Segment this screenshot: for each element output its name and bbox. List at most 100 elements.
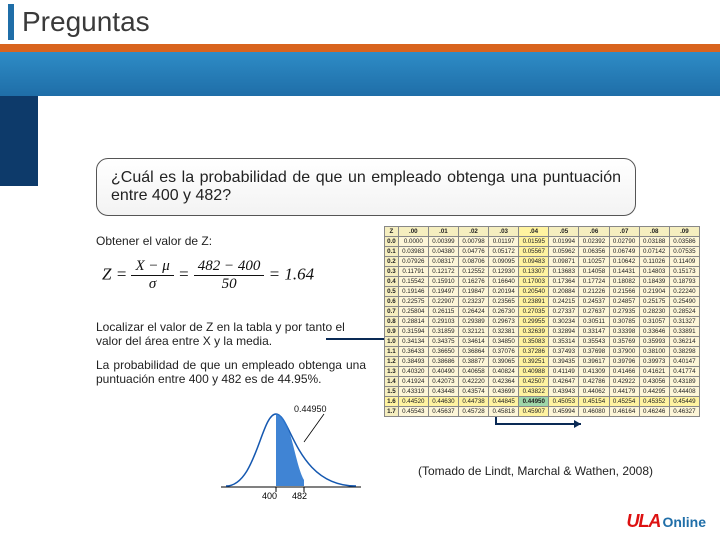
ztable-cell: 0.07535 <box>669 247 699 257</box>
ztable-cell: 0.44630 <box>428 397 458 407</box>
ztable-cell: 0.28814 <box>398 317 428 327</box>
ztable-col-header: .02 <box>458 227 488 237</box>
ztable-cell: 0.33398 <box>609 327 639 337</box>
ztable-cell: 0.02790 <box>609 237 639 247</box>
ztable-row-header: 1.1 <box>385 347 399 357</box>
ztable-cell: 0.30785 <box>609 317 639 327</box>
ztable-cell: 0.46327 <box>669 407 699 417</box>
ztable-cell: 0.06356 <box>579 247 609 257</box>
ztable-cell: 0.22575 <box>398 297 428 307</box>
ztable-cell: 0.31057 <box>639 317 669 327</box>
ztable-cell: 0.25490 <box>669 297 699 307</box>
ztable-cell: 0.44408 <box>669 387 699 397</box>
ztable-cell: 0.04380 <box>428 247 458 257</box>
title-row: Preguntas <box>8 4 150 40</box>
ztable-cell: 0.41924 <box>398 377 428 387</box>
ztable-cell: 0.40147 <box>669 357 699 367</box>
ztable-cell: 0.20540 <box>519 287 549 297</box>
ztable-cell: 0.11026 <box>639 257 669 267</box>
ztable-cell: 0.31594 <box>398 327 428 337</box>
ztable-corner: Z <box>385 227 399 237</box>
ztable-cell: 0.34614 <box>458 337 488 347</box>
citation-text: (Tomado de Lindt, Marchal & Wathen, 2008… <box>418 464 653 478</box>
ztable-cell: 0.29103 <box>428 317 458 327</box>
ztable-cell: 0.30511 <box>579 317 609 327</box>
ztable-cell: 0.45818 <box>489 407 519 417</box>
ztable-cell: 0.31859 <box>428 327 458 337</box>
bell-curve <box>216 402 366 502</box>
ztable-row-header: 0.5 <box>385 287 399 297</box>
ztable-cell: 0.28230 <box>639 307 669 317</box>
ztable-cell: 0.39251 <box>519 357 549 367</box>
ztable-cell: 0.46246 <box>639 407 669 417</box>
ztable-cell: 0.33646 <box>639 327 669 337</box>
ztable-cell: 0.39617 <box>579 357 609 367</box>
ztable-cell: 0.36650 <box>428 347 458 357</box>
ztable-cell: 0.12552 <box>458 267 488 277</box>
ztable-col-header: .04 <box>519 227 549 237</box>
ztable-cell: 0.09483 <box>519 257 549 267</box>
ztable-cell: 0.42786 <box>579 377 609 387</box>
ztable-cell: 0.01595 <box>519 237 549 247</box>
ztable-cell: 0.09871 <box>549 257 579 267</box>
ztable-cell: 0.37286 <box>519 347 549 357</box>
ztable-cell: 0.13307 <box>519 267 549 277</box>
ztable-cell: 0.35543 <box>579 337 609 347</box>
ztable-cell: 0.44295 <box>639 387 669 397</box>
ztable-cell: 0.43056 <box>639 377 669 387</box>
ztable-col-header: .01 <box>428 227 458 237</box>
ztable-cell: 0.42647 <box>549 377 579 387</box>
ztable-cell: 0.45352 <box>639 397 669 407</box>
ztable-cell: 0.07142 <box>639 247 669 257</box>
ztable-row-header: 0.6 <box>385 297 399 307</box>
ztable-cell: 0.10257 <box>579 257 609 267</box>
ztable-cell: 0.17003 <box>519 277 549 287</box>
ztable-row-header: 0.8 <box>385 317 399 327</box>
ztable-col-header: .06 <box>579 227 609 237</box>
brand-logo: ULA Online <box>626 511 706 532</box>
ztable-col-header: .07 <box>609 227 639 237</box>
logo-sub: Online <box>662 514 706 530</box>
ztable-cell: 0.18793 <box>669 277 699 287</box>
ztable-row-header: 0.0 <box>385 237 399 247</box>
ztable-cell: 0.32894 <box>549 327 579 337</box>
ztable-cell: 0.44062 <box>579 387 609 397</box>
ztable-cell: 0.0000 <box>398 237 428 247</box>
ztable-row-header: 1.4 <box>385 377 399 387</box>
ztable-cell: 0.36214 <box>669 337 699 347</box>
ztable-cell: 0.37076 <box>489 347 519 357</box>
ztable-cell: 0.43943 <box>549 387 579 397</box>
ztable-cell: 0.41309 <box>579 367 609 377</box>
ztable-cell: 0.26115 <box>428 307 458 317</box>
ztable-cell: 0.05172 <box>489 247 519 257</box>
ztable-row-header: 1.3 <box>385 367 399 377</box>
ztable-cell: 0.27035 <box>519 307 549 317</box>
ztable-cell: 0.39065 <box>489 357 519 367</box>
navy-side-block <box>0 96 38 186</box>
ztable-cell: 0.43699 <box>489 387 519 397</box>
ztable-col-header: .09 <box>669 227 699 237</box>
ztable-cell: 0.41774 <box>669 367 699 377</box>
ztable-cell: 0.04776 <box>458 247 488 257</box>
ztable-cell: 0.32121 <box>458 327 488 337</box>
ztable-cell: 0.14803 <box>639 267 669 277</box>
ztable-row-header: 1.5 <box>385 387 399 397</box>
ztable-cell: 0.22907 <box>428 297 458 307</box>
ztable-cell: 0.44845 <box>489 397 519 407</box>
ztable-cell: 0.29955 <box>519 317 549 327</box>
ztable-cell: 0.43189 <box>669 377 699 387</box>
ztable-cell: 0.27637 <box>579 307 609 317</box>
ztable-cell: 0.42073 <box>428 377 458 387</box>
ztable-cell: 0.44179 <box>609 387 639 397</box>
ztable-cell: 0.14431 <box>609 267 639 277</box>
ztable-cell: 0.24537 <box>579 297 609 307</box>
ztable-cell: 0.09095 <box>489 257 519 267</box>
ztable-row-header: 1.6 <box>385 397 399 407</box>
orange-accent-strip <box>0 44 720 52</box>
ztable-cell: 0.45907 <box>519 407 549 417</box>
ztable-cell: 0.05962 <box>549 247 579 257</box>
ztable-row-header: 0.4 <box>385 277 399 287</box>
ztable-cell: 0.10642 <box>609 257 639 267</box>
ztable-cell: 0.11409 <box>669 257 699 267</box>
ztable-cell: 0.39435 <box>549 357 579 367</box>
